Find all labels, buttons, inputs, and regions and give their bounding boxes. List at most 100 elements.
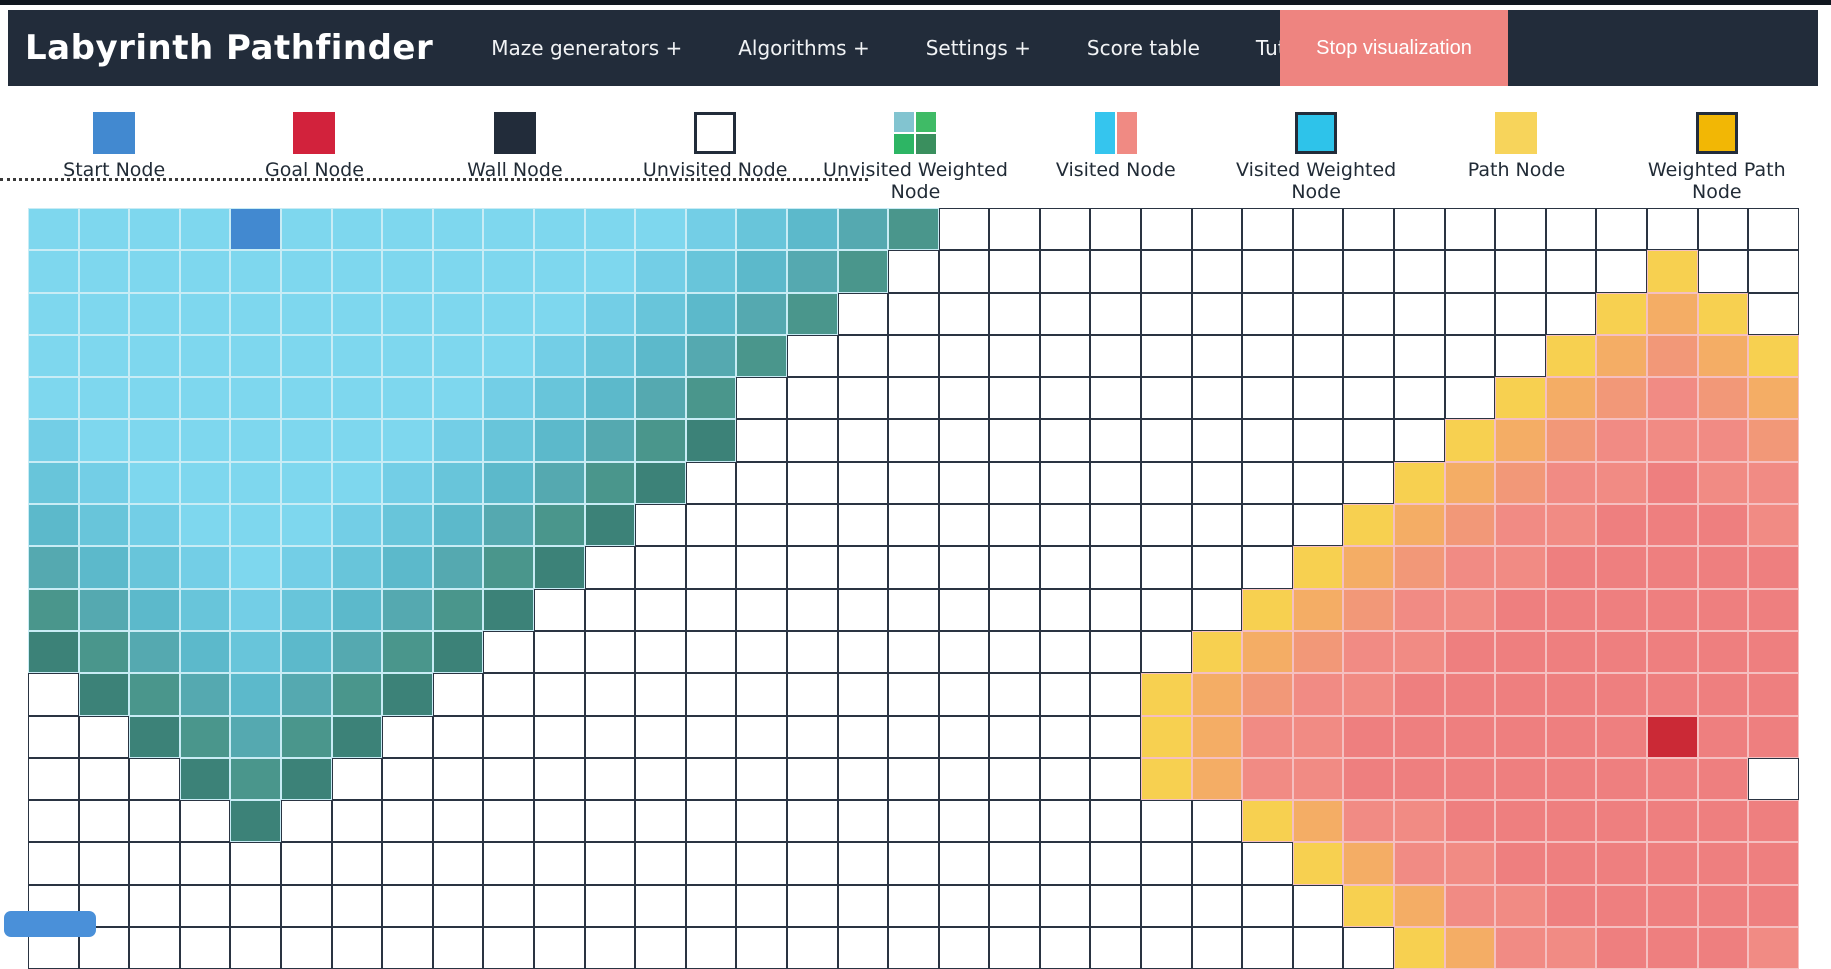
grid-cell[interactable] [1596,292,1647,335]
grid-cell[interactable] [483,461,534,505]
grid-cell[interactable] [685,715,737,758]
grid-cell[interactable] [1141,673,1192,716]
grid-cell[interactable] [938,504,990,547]
grid-cell[interactable] [1039,588,1091,631]
grid-cell[interactable] [179,800,231,843]
grid-cell[interactable] [129,504,180,547]
grid-cell[interactable] [938,250,990,293]
grid-cell[interactable] [786,757,838,801]
grid-cell[interactable] [938,630,990,674]
grid-cell[interactable] [1596,504,1647,547]
grid-cell[interactable] [786,208,838,251]
grid-cell[interactable] [382,250,433,293]
grid-cell[interactable] [837,377,889,420]
grid-cell[interactable] [483,546,534,589]
grid-cell[interactable] [1748,588,1799,631]
grid-cell[interactable] [1545,842,1597,885]
grid-cell[interactable] [382,800,433,843]
grid-cell[interactable] [1495,715,1546,758]
grid-cell[interactable] [1545,208,1597,251]
grid-cell[interactable] [432,800,484,843]
grid-cell[interactable] [989,842,1040,885]
grid-cell[interactable] [1242,377,1293,420]
nav-item-algorithms[interactable]: Algorithms + [738,36,870,60]
grid-cell[interactable] [483,927,534,969]
grid-cell[interactable] [1545,588,1597,631]
grid-cell[interactable] [786,250,838,293]
grid-cell[interactable] [1191,715,1243,758]
grid-cell[interactable] [432,292,484,335]
grid-cell[interactable] [382,419,433,462]
grid-cell[interactable] [989,419,1040,462]
grid-cell[interactable] [1545,334,1597,378]
grid-cell[interactable] [28,419,79,462]
grid-cell[interactable] [989,377,1040,420]
grid-cell[interactable] [129,588,180,631]
grid-cell[interactable] [786,715,838,758]
grid-cell[interactable] [635,546,686,589]
grid-cell[interactable] [1343,673,1395,716]
grid-cell[interactable] [1090,292,1142,335]
grid-cell[interactable] [382,377,433,420]
grid-cell[interactable] [1039,715,1091,758]
grid-cell[interactable] [1039,842,1091,885]
grid-cell[interactable] [382,292,433,335]
grid-cell[interactable] [1343,292,1395,335]
grid-cell[interactable] [1242,292,1293,335]
grid-cell[interactable] [1394,842,1445,885]
grid-cell[interactable] [1545,377,1597,420]
grid-cell[interactable] [685,292,737,335]
grid-cell[interactable] [432,504,484,547]
grid-cell[interactable] [1090,757,1142,801]
grid-cell[interactable] [129,757,180,801]
grid-cell[interactable] [1141,208,1192,251]
grid-cell[interactable] [1242,757,1293,801]
grid-cell[interactable] [736,334,787,378]
grid-cell[interactable] [837,630,889,674]
grid-cell[interactable] [685,546,737,589]
grid-cell[interactable] [1191,250,1243,293]
grid-cell[interactable] [28,842,79,885]
grid-cell[interactable] [129,250,180,293]
grid-cell[interactable] [1596,800,1647,843]
grid-cell[interactable] [1697,334,1749,378]
grid-cell[interactable] [1596,334,1647,378]
grid-cell[interactable] [584,927,636,969]
grid-cell[interactable] [1697,715,1749,758]
grid-cell[interactable] [1647,292,1698,335]
grid-cell[interactable] [1495,377,1546,420]
grid-cell[interactable] [382,715,433,758]
grid-cell[interactable] [1596,884,1647,928]
grid-cell[interactable] [432,630,484,674]
grid-cell[interactable] [382,630,433,674]
grid-cell[interactable] [1596,546,1647,589]
grid-cell[interactable] [938,842,990,885]
grid-cell[interactable] [1495,208,1546,251]
grid-cell[interactable] [78,800,130,843]
grid-cell[interactable] [635,292,686,335]
grid-cell[interactable] [685,461,737,505]
grid-cell[interactable] [483,630,534,674]
grid-cell[interactable] [179,461,231,505]
grid-cell[interactable] [888,504,939,547]
grid-cell[interactable] [28,377,79,420]
grid-cell[interactable] [888,377,939,420]
grid-cell[interactable] [1191,461,1243,505]
grid-cell[interactable] [635,588,686,631]
grid-cell[interactable] [786,927,838,969]
grid-cell[interactable] [1647,757,1698,801]
grid-cell[interactable] [179,884,231,928]
grid-cell[interactable] [989,715,1040,758]
grid-cell[interactable] [1292,377,1344,420]
grid-cell[interactable] [635,842,686,885]
grid-cell[interactable] [685,419,737,462]
grid-cell[interactable] [1394,461,1445,505]
grid-cell[interactable] [230,630,281,674]
grid-cell[interactable] [432,377,484,420]
grid-cell[interactable] [1039,208,1091,251]
grid-cell[interactable] [837,884,889,928]
grid-cell[interactable] [1242,334,1293,378]
grid-cell[interactable] [1242,250,1293,293]
grid-cell[interactable] [1242,715,1293,758]
grid-cell[interactable] [736,377,787,420]
